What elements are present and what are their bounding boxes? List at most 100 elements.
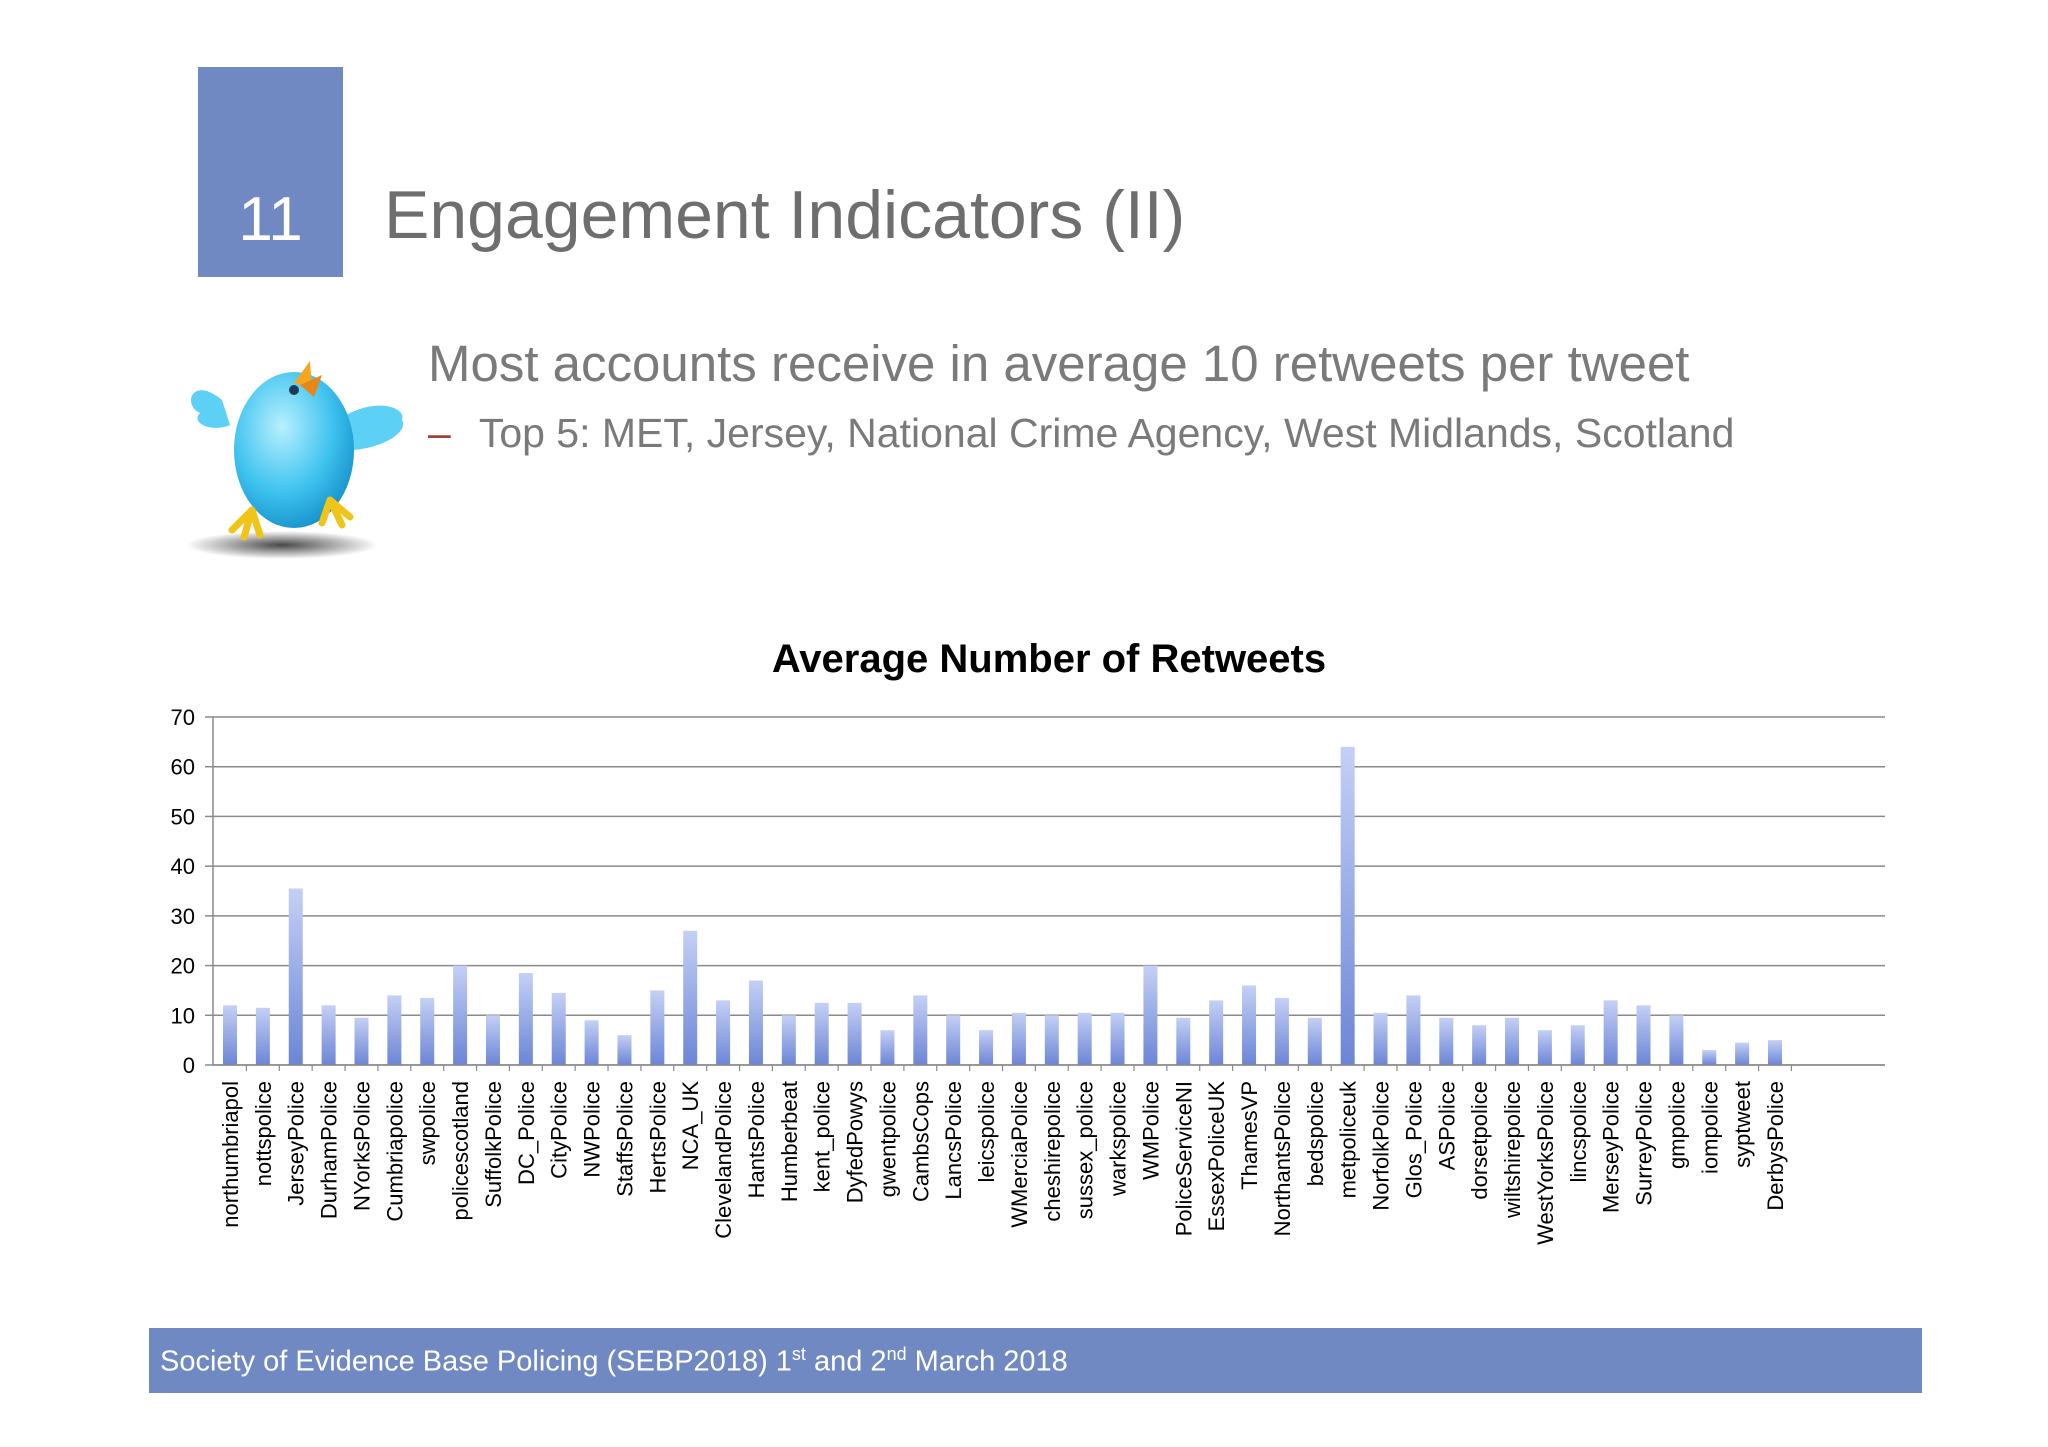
bar [1274, 997, 1289, 1065]
y-tick-label: 70 [171, 705, 195, 730]
bar [1636, 1005, 1651, 1065]
x-tick-label: HertsPolice [645, 1081, 670, 1193]
y-tick-label: 0 [183, 1053, 195, 1078]
bar [1669, 1015, 1684, 1065]
bar [814, 1002, 829, 1065]
bar [1340, 746, 1355, 1065]
x-tick-label: ClevelandPolice [711, 1081, 736, 1239]
x-tick-label: leicspolice [974, 1081, 999, 1183]
y-tick-label: 40 [171, 854, 195, 879]
bar [288, 888, 303, 1065]
x-tick-label: swpolice [415, 1081, 440, 1165]
x-tick-label: DerbysPolice [1763, 1081, 1788, 1211]
footer-bar: Society of Evidence Base Policing (SEBP2… [149, 1328, 1922, 1393]
bar [1439, 1017, 1454, 1065]
x-tick-label: Glos_Police [1401, 1081, 1426, 1198]
x-tick-label: CambsCops [908, 1081, 933, 1202]
x-tick-label: NCA_UK [678, 1081, 703, 1171]
x-tick-label: dorsetpolice [1467, 1081, 1492, 1200]
bar [1143, 965, 1158, 1065]
bar [617, 1035, 632, 1065]
bar [1110, 1012, 1125, 1065]
x-tick-label: WMPolice [1138, 1081, 1163, 1180]
bar [1242, 985, 1257, 1065]
footer-text-a: Society of Evidence Base Policing (SEBP2… [160, 1345, 792, 1378]
x-tick-label: WestYorksPolice [1533, 1081, 1558, 1245]
slide-number: 11 [238, 185, 303, 254]
bar [1044, 1015, 1059, 1065]
bar [1209, 1000, 1224, 1065]
twitter-bird-icon [186, 361, 404, 559]
bar [1307, 1017, 1322, 1065]
bar [847, 1002, 862, 1065]
bar [650, 990, 665, 1065]
bar [584, 1020, 599, 1065]
slide-title: Engagement Indicators (II) [384, 177, 1186, 253]
bar [880, 1030, 895, 1065]
x-tick-label: NWPolice [580, 1081, 605, 1178]
bar [716, 1000, 731, 1065]
y-tick-label: 60 [171, 755, 195, 780]
bullet-sub-text: Top 5: MET, Jersey, National Crime Agenc… [478, 410, 1735, 456]
bar [255, 1007, 270, 1065]
bar [1537, 1030, 1552, 1065]
footer-text-b: and 2 [805, 1345, 887, 1378]
x-tick-label: Cumbriapolice [382, 1081, 407, 1222]
chart-title: Average Number of Retweets [772, 637, 1326, 681]
bar [420, 997, 435, 1065]
y-tick-label: 10 [171, 1003, 195, 1028]
x-tick-label: warkspolice [1106, 1081, 1131, 1197]
x-tick-label: nottspolice [251, 1081, 276, 1186]
y-tick-label: 20 [171, 954, 195, 979]
bar [913, 995, 928, 1065]
bar [1011, 1012, 1026, 1065]
retweets-bar-chart: Average Number of Retweets 0 10 20 30 40 50 60 7… [171, 637, 1885, 1245]
bar [387, 995, 402, 1065]
footer-text: Society of Evidence Base Policing (SEBP2… [160, 1344, 1068, 1379]
x-tick-label: metpoliceuk [1336, 1080, 1361, 1198]
x-tick-label: Humberbeat [777, 1081, 802, 1202]
bar [1702, 1050, 1717, 1065]
footer-text-c: March 2018 [906, 1345, 1068, 1378]
bar [748, 980, 763, 1065]
x-tick-label: StaffsPolice [612, 1081, 637, 1197]
bar [551, 992, 566, 1065]
x-tick-label: DyfedPowys [843, 1081, 868, 1203]
bar [946, 1015, 961, 1065]
x-tick-label: lincspolice [1566, 1081, 1591, 1183]
bar [1373, 1012, 1388, 1065]
x-tick-label: CityPolice [547, 1081, 572, 1179]
bar [979, 1030, 994, 1065]
x-tick-label: SurreyPolice [1632, 1081, 1657, 1206]
bar [1505, 1017, 1520, 1065]
x-tick-label: ThamesVP [1237, 1081, 1262, 1190]
bar [1077, 1012, 1092, 1065]
bar [518, 973, 533, 1065]
bar [1570, 1025, 1585, 1065]
x-tick-label: NorfolkPolice [1369, 1081, 1394, 1211]
bar [223, 1005, 237, 1065]
y-tick-label: 30 [171, 904, 195, 929]
x-tick-label: DC_Police [514, 1081, 539, 1185]
y-tick-label: 50 [171, 804, 195, 829]
bar [453, 965, 468, 1065]
bar [1472, 1025, 1487, 1065]
x-tick-label: DurhamPolice [317, 1081, 342, 1219]
x-tick-label: ASPolice [1434, 1081, 1459, 1170]
footer-sup-a: st [791, 1344, 806, 1364]
slide-number-box: 11 [198, 67, 343, 277]
bar [321, 1005, 336, 1065]
x-tick-label: PoliceServiceNI [1171, 1081, 1196, 1236]
bar [1735, 1042, 1750, 1065]
bar [1406, 995, 1421, 1065]
bar [354, 1017, 369, 1065]
x-tick-label: northumbriapol [218, 1081, 243, 1228]
x-tick-label: policescotland [448, 1081, 473, 1220]
x-tick-label: LancsPolice [941, 1081, 966, 1200]
footer-sup-b: nd [886, 1344, 907, 1364]
x-tick-label: MerseyPolice [1599, 1081, 1624, 1213]
x-tick-label: iompolice [1697, 1081, 1722, 1174]
bar [781, 1015, 796, 1065]
x-tick-label: sussex_police [1073, 1081, 1098, 1219]
x-tick-label: bedspolice [1303, 1081, 1328, 1186]
